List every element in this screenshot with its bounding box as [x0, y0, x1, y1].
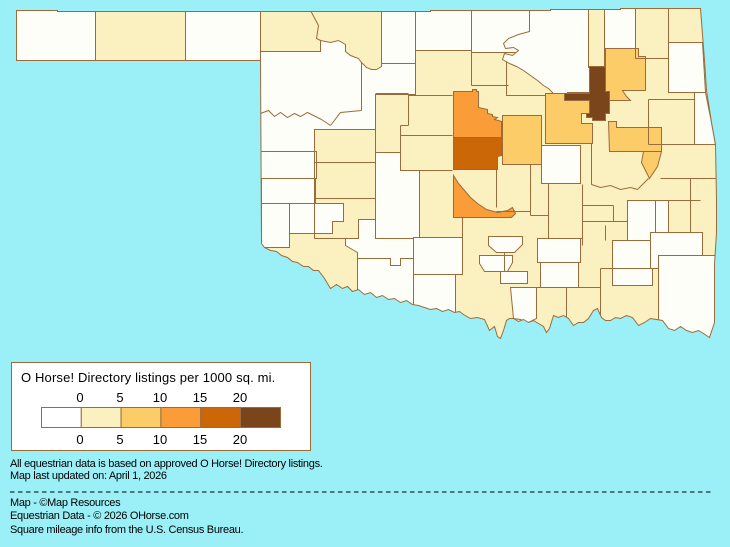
svg-text:Map - ©Map Resources: Map - ©Map Resources: [10, 497, 121, 509]
svg-text:Map last updated on: April 1,: Map last updated on: April 1, 2026: [10, 470, 167, 482]
svg-text:Square mileage info from the U: Square mileage info from the U.S. Census…: [10, 524, 243, 536]
svg-text:All equestrian data is based o: All equestrian data is based on approved…: [10, 458, 323, 470]
svg-text:Equestrian Data - © 2026 OHors: Equestrian Data - © 2026 OHorse.com: [10, 510, 189, 522]
svg-text:10: 10: [153, 390, 167, 405]
svg-text:0: 0: [76, 432, 83, 447]
svg-text:10: 10: [153, 432, 167, 447]
svg-text:15: 15: [193, 390, 207, 405]
svg-text:5: 5: [116, 432, 123, 447]
svg-text:5: 5: [116, 390, 123, 405]
svg-text:20: 20: [233, 390, 247, 405]
svg-text:O Horse! Directory listings pe: O Horse! Directory listings per 1000 sq.…: [21, 370, 275, 385]
svg-text:20: 20: [233, 432, 247, 447]
svg-text:0: 0: [76, 390, 83, 405]
svg-text:15: 15: [193, 432, 207, 447]
